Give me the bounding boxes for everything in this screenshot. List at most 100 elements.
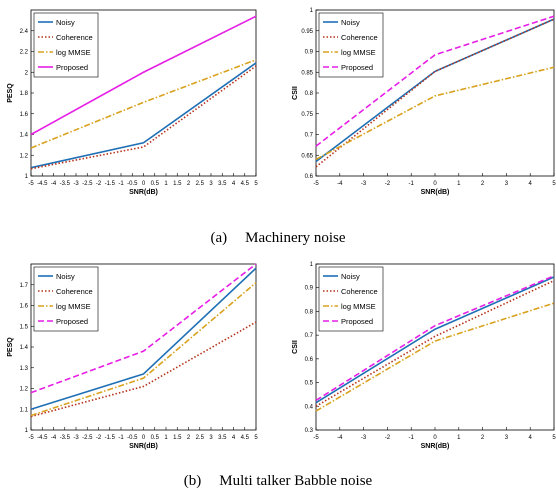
- series-line: [30, 59, 257, 149]
- x-tick-label: -3: [361, 181, 367, 187]
- x-tick-label: 4: [232, 435, 236, 441]
- y-tick-label: 0.8: [305, 91, 314, 97]
- caption-tag: (b): [183, 473, 202, 489]
- y-tick-label: 0.75: [301, 112, 313, 118]
- x-tick-label: -5: [28, 435, 34, 441]
- x-tick-label: 3.5: [218, 435, 227, 441]
- series-line: [315, 18, 555, 168]
- caption-b: (b) Multi talker Babble noise: [0, 473, 556, 490]
- series-line: [315, 15, 555, 147]
- caption-text: Multi talker Babble noise: [219, 473, 373, 489]
- x-tick-label: 2: [187, 181, 191, 187]
- x-tick-label: -0.5: [127, 435, 138, 441]
- x-tick-label: -4: [51, 435, 57, 441]
- x-tick-label: 3: [209, 435, 213, 441]
- y-tick-label: 1: [310, 262, 314, 268]
- series-line: [30, 321, 257, 418]
- x-tick-label: -5: [313, 181, 319, 187]
- series-line: [315, 302, 555, 412]
- y-tick-label: 2: [25, 70, 29, 76]
- x-tick-label: 1.5: [173, 435, 182, 441]
- x-tick-label: 4: [529, 181, 533, 187]
- y-tick-label: 0.7: [305, 333, 314, 339]
- x-tick-label: -4.5: [37, 435, 48, 441]
- x-tick-label: 0: [433, 181, 437, 187]
- y-tick-label: 0.9: [305, 286, 314, 292]
- y-tick-label: 0.8: [305, 309, 314, 315]
- x-tick-label: -1: [118, 435, 124, 441]
- x-tick-label: -2: [96, 181, 102, 187]
- legend-label: log MMSE: [341, 48, 376, 57]
- x-tick-label: 1: [457, 181, 461, 187]
- x-tick-label: 4: [232, 181, 236, 187]
- caption-a: (a) Machinery noise: [0, 230, 556, 247]
- legend-label: Noisy: [56, 272, 75, 281]
- y-tick-label: 0.3: [305, 428, 314, 434]
- chart-svg: -5 -4 -3 -2 -1 0 1 2 3 4 5 0.6 0.65 0.7 0.75 0.8 0.85 0.9…: [292, 8, 556, 196]
- x-tick-label: 4: [529, 435, 533, 441]
- y-tick-label: 1.4: [20, 345, 29, 351]
- x-tick-label: 5: [254, 181, 258, 187]
- series-line: [30, 62, 257, 169]
- x-axis-label: SNR(dB): [421, 189, 450, 196]
- y-tick-label: 0.85: [301, 70, 313, 76]
- y-tick-label: 1.2: [20, 387, 29, 393]
- x-tick-label: -4: [337, 435, 343, 441]
- chart-machinery-pesq: -5 -4.5 -4 -3.5 -3 -2.5 -2 -1.5 -1 -0.5 0 0.5 1 1.5 2 2…: [0, 4, 275, 209]
- series-line: [30, 263, 257, 394]
- x-tick-label: 0.5: [151, 181, 160, 187]
- x-tick-label: 1.5: [173, 181, 182, 187]
- legend-label: Coherence: [56, 287, 93, 296]
- legend-label: log MMSE: [56, 302, 91, 311]
- legend-label: log MMSE: [56, 48, 91, 57]
- y-tick-label: 0.6: [305, 357, 314, 363]
- y-tick-label: 1.7: [20, 283, 29, 289]
- x-tick-label: 2.5: [196, 181, 205, 187]
- x-tick-label: 1: [164, 435, 168, 441]
- chart-svg: -5 -4 -3 -2 -1 0 1 2 3 4 5 0.3 0.4 0.5 0.6 0.7 0.8 0.9 1 SN…: [292, 262, 556, 450]
- chart-babble-csii: -5 -4 -3 -2 -1 0 1 2 3 4 5 0.3 0.4 0.5 0.6 0.7 0.8 0.9 1 SN…: [278, 258, 556, 473]
- y-axis-label: CSII: [292, 86, 299, 100]
- chart-svg: -5 -4.5 -4 -3.5 -3 -2.5 -2 -1.5 -1 -0.5 0 0.5 1 1.5 2 2…: [7, 263, 258, 450]
- x-tick-label: -5: [28, 181, 34, 187]
- y-tick-label: 1.1: [20, 407, 29, 413]
- legend-label: Coherence: [56, 33, 93, 42]
- caption-text: Machinery noise: [245, 230, 346, 246]
- x-tick-label: 5: [254, 435, 258, 441]
- legend-label: Proposed: [341, 317, 373, 326]
- x-tick-label: 3: [505, 435, 509, 441]
- x-tick-label: 2.5: [196, 435, 205, 441]
- chart-svg: -5 -4.5 -4 -3.5 -3 -2.5 -2 -1.5 -1 -0.5 0 0.5 1 1.5 2 2…: [7, 9, 258, 196]
- y-tick-label: 0.5: [305, 381, 314, 387]
- y-tick-label: 2.4: [20, 29, 29, 35]
- x-tick-label: -3: [73, 181, 79, 187]
- series-line: [30, 267, 257, 411]
- x-tick-label: -4: [51, 181, 57, 187]
- x-tick-label: -2: [385, 181, 391, 187]
- y-tick-label: 1.2: [20, 153, 29, 159]
- series-line: [30, 65, 257, 170]
- legend-label: Coherence: [341, 287, 378, 296]
- x-tick-label: 3: [209, 181, 213, 187]
- y-tick-label: 1: [25, 428, 29, 434]
- legend-box: [318, 12, 384, 78]
- x-tick-label: -2.5: [82, 435, 93, 441]
- y-axis-label: PESQ: [7, 83, 14, 103]
- y-tick-label: 1.5: [20, 324, 29, 330]
- y-tick-label: 1.6: [20, 112, 29, 118]
- x-tick-label: -2: [385, 435, 391, 441]
- x-tick-label: -4: [337, 181, 343, 187]
- x-tick-label: -3: [73, 435, 79, 441]
- x-tick-label: 3.5: [218, 181, 227, 187]
- x-axis-label: SNR(dB): [421, 443, 450, 450]
- y-tick-label: 0.95: [301, 29, 313, 35]
- x-tick-label: 4.5: [241, 435, 250, 441]
- legend-label: Proposed: [56, 317, 88, 326]
- x-tick-label: 5: [552, 435, 556, 441]
- series-line: [315, 276, 555, 404]
- y-tick-label: 1.6: [20, 304, 29, 310]
- x-tick-label: 0: [142, 435, 146, 441]
- x-tick-label: 1: [457, 435, 461, 441]
- x-tick-label: -1: [118, 181, 124, 187]
- legend-label: Coherence: [341, 33, 378, 42]
